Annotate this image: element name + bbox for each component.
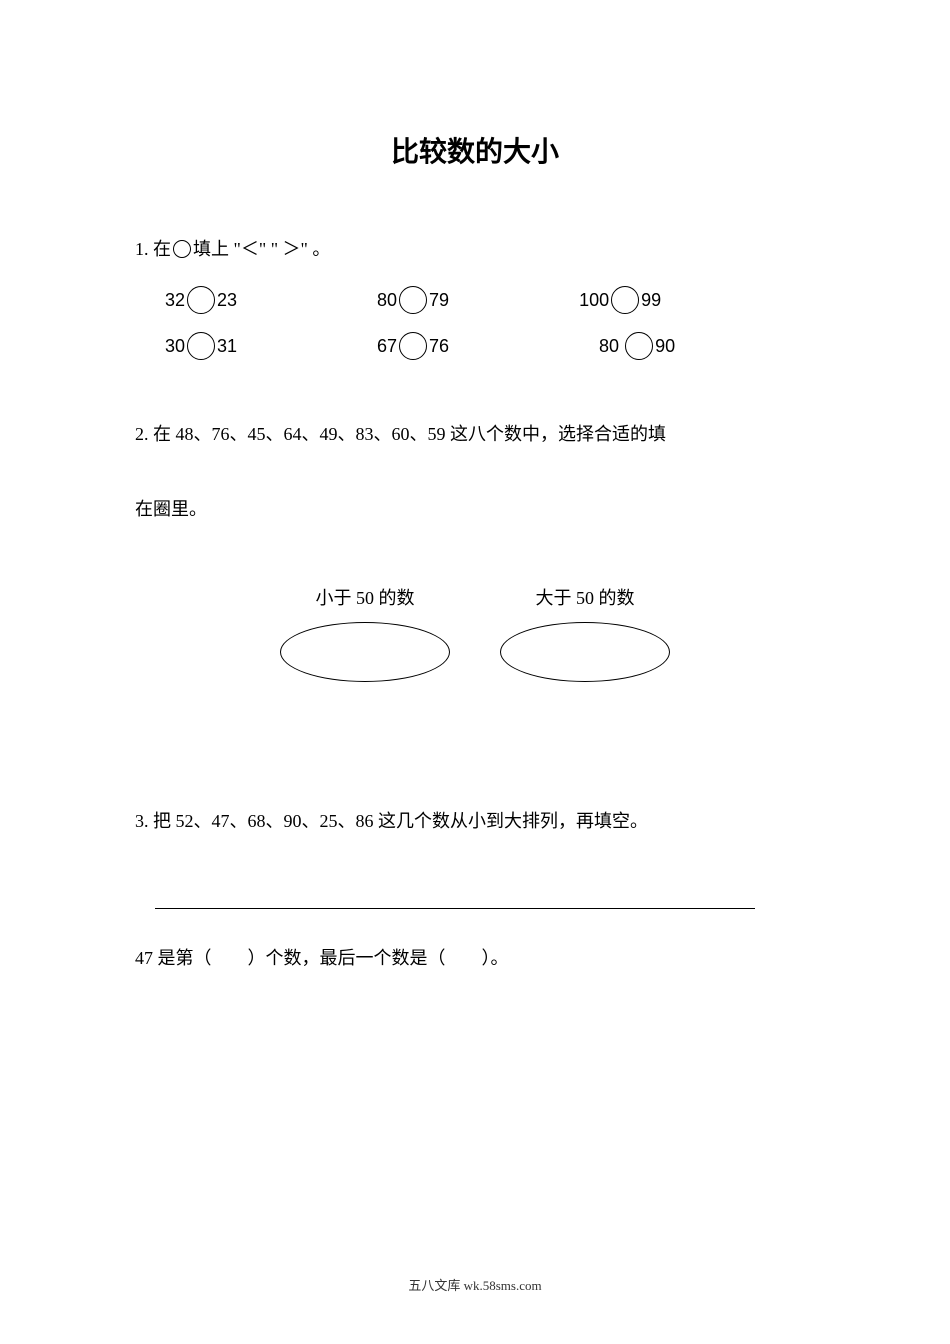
blank-circle[interactable]	[399, 332, 427, 360]
page-footer: 五八文库 wk.58sms.com	[0, 1275, 950, 1294]
q2-ovals-container: 小于 50 的数 大于 50 的数	[135, 584, 815, 682]
q1-right-num: 79	[429, 290, 449, 311]
q2-prompt-line1: 2. 在 48、76、45、64、49、83、60、59 这八个数中，选择合适的…	[135, 424, 666, 444]
q2-prompt-line2: 在圈里。	[135, 490, 815, 530]
q1-left-num: 80	[579, 336, 619, 357]
q3-prompt: 3. 把 52、47、68、90、25、86 这几个数从小到大排列，再填空。	[135, 807, 815, 833]
oval-group-left: 小于 50 的数	[280, 584, 450, 682]
oval-group-right: 大于 50 的数	[500, 584, 670, 682]
q1-row-1: 32 23 80 79 100 99	[155, 286, 815, 314]
blank-circle[interactable]	[187, 286, 215, 314]
q1-item: 32 23	[155, 286, 237, 314]
q1-prompt-suffix: 填上 "＜" " ＞" 。	[193, 239, 330, 259]
q3-followup: 47 是第（ ）个数，最后一个数是（ ）。	[135, 944, 815, 970]
q1-prompt: 1. 在 填上 "＜" " ＞" 。	[135, 235, 815, 261]
blank-circle[interactable]	[187, 332, 215, 360]
q1-grid: 32 23 80 79 100 99 30	[155, 286, 815, 360]
q1-left-num: 100	[579, 290, 609, 311]
oval-shape-right[interactable]	[500, 622, 670, 682]
q1-right-num: 90	[655, 336, 675, 357]
q1-left-num: 30	[155, 336, 185, 357]
page-title: 比较数的大小	[135, 130, 815, 170]
circle-icon	[173, 240, 191, 258]
q1-item: 80 90	[579, 332, 675, 360]
q1-row-2: 30 31 67 76 80 90	[155, 332, 815, 360]
q1-right-num: 99	[641, 290, 661, 311]
question-3: 3. 把 52、47、68、90、25、86 这几个数从小到大排列，再填空。 4…	[135, 807, 815, 970]
q1-right-num: 76	[429, 336, 449, 357]
blank-circle[interactable]	[611, 286, 639, 314]
q1-item: 80 79	[367, 286, 449, 314]
q1-right-num: 23	[217, 290, 237, 311]
question-2: 2. 在 48、76、45、64、49、83、60、59 这八个数中，选择合适的…	[135, 415, 815, 682]
question-1: 1. 在 填上 "＜" " ＞" 。 32 23 80 79 100 99	[135, 235, 815, 360]
answer-line[interactable]	[155, 908, 755, 909]
worksheet-page: 比较数的大小 1. 在 填上 "＜" " ＞" 。 32 23 80 79 100	[0, 0, 950, 970]
q2-prompt: 2. 在 48、76、45、64、49、83、60、59 这八个数中，选择合适的…	[135, 415, 815, 529]
q1-item: 100 99	[579, 286, 661, 314]
blank-circle[interactable]	[625, 332, 653, 360]
oval-label-right: 大于 50 的数	[536, 584, 635, 610]
blank-circle[interactable]	[399, 286, 427, 314]
q1-left-num: 80	[367, 290, 397, 311]
q1-left-num: 32	[155, 290, 185, 311]
oval-shape-left[interactable]	[280, 622, 450, 682]
q1-left-num: 67	[367, 336, 397, 357]
oval-label-left: 小于 50 的数	[316, 584, 415, 610]
q1-item: 67 76	[367, 332, 449, 360]
q1-prompt-prefix: 1. 在	[135, 239, 171, 259]
q1-item: 30 31	[155, 332, 237, 360]
q1-right-num: 31	[217, 336, 237, 357]
